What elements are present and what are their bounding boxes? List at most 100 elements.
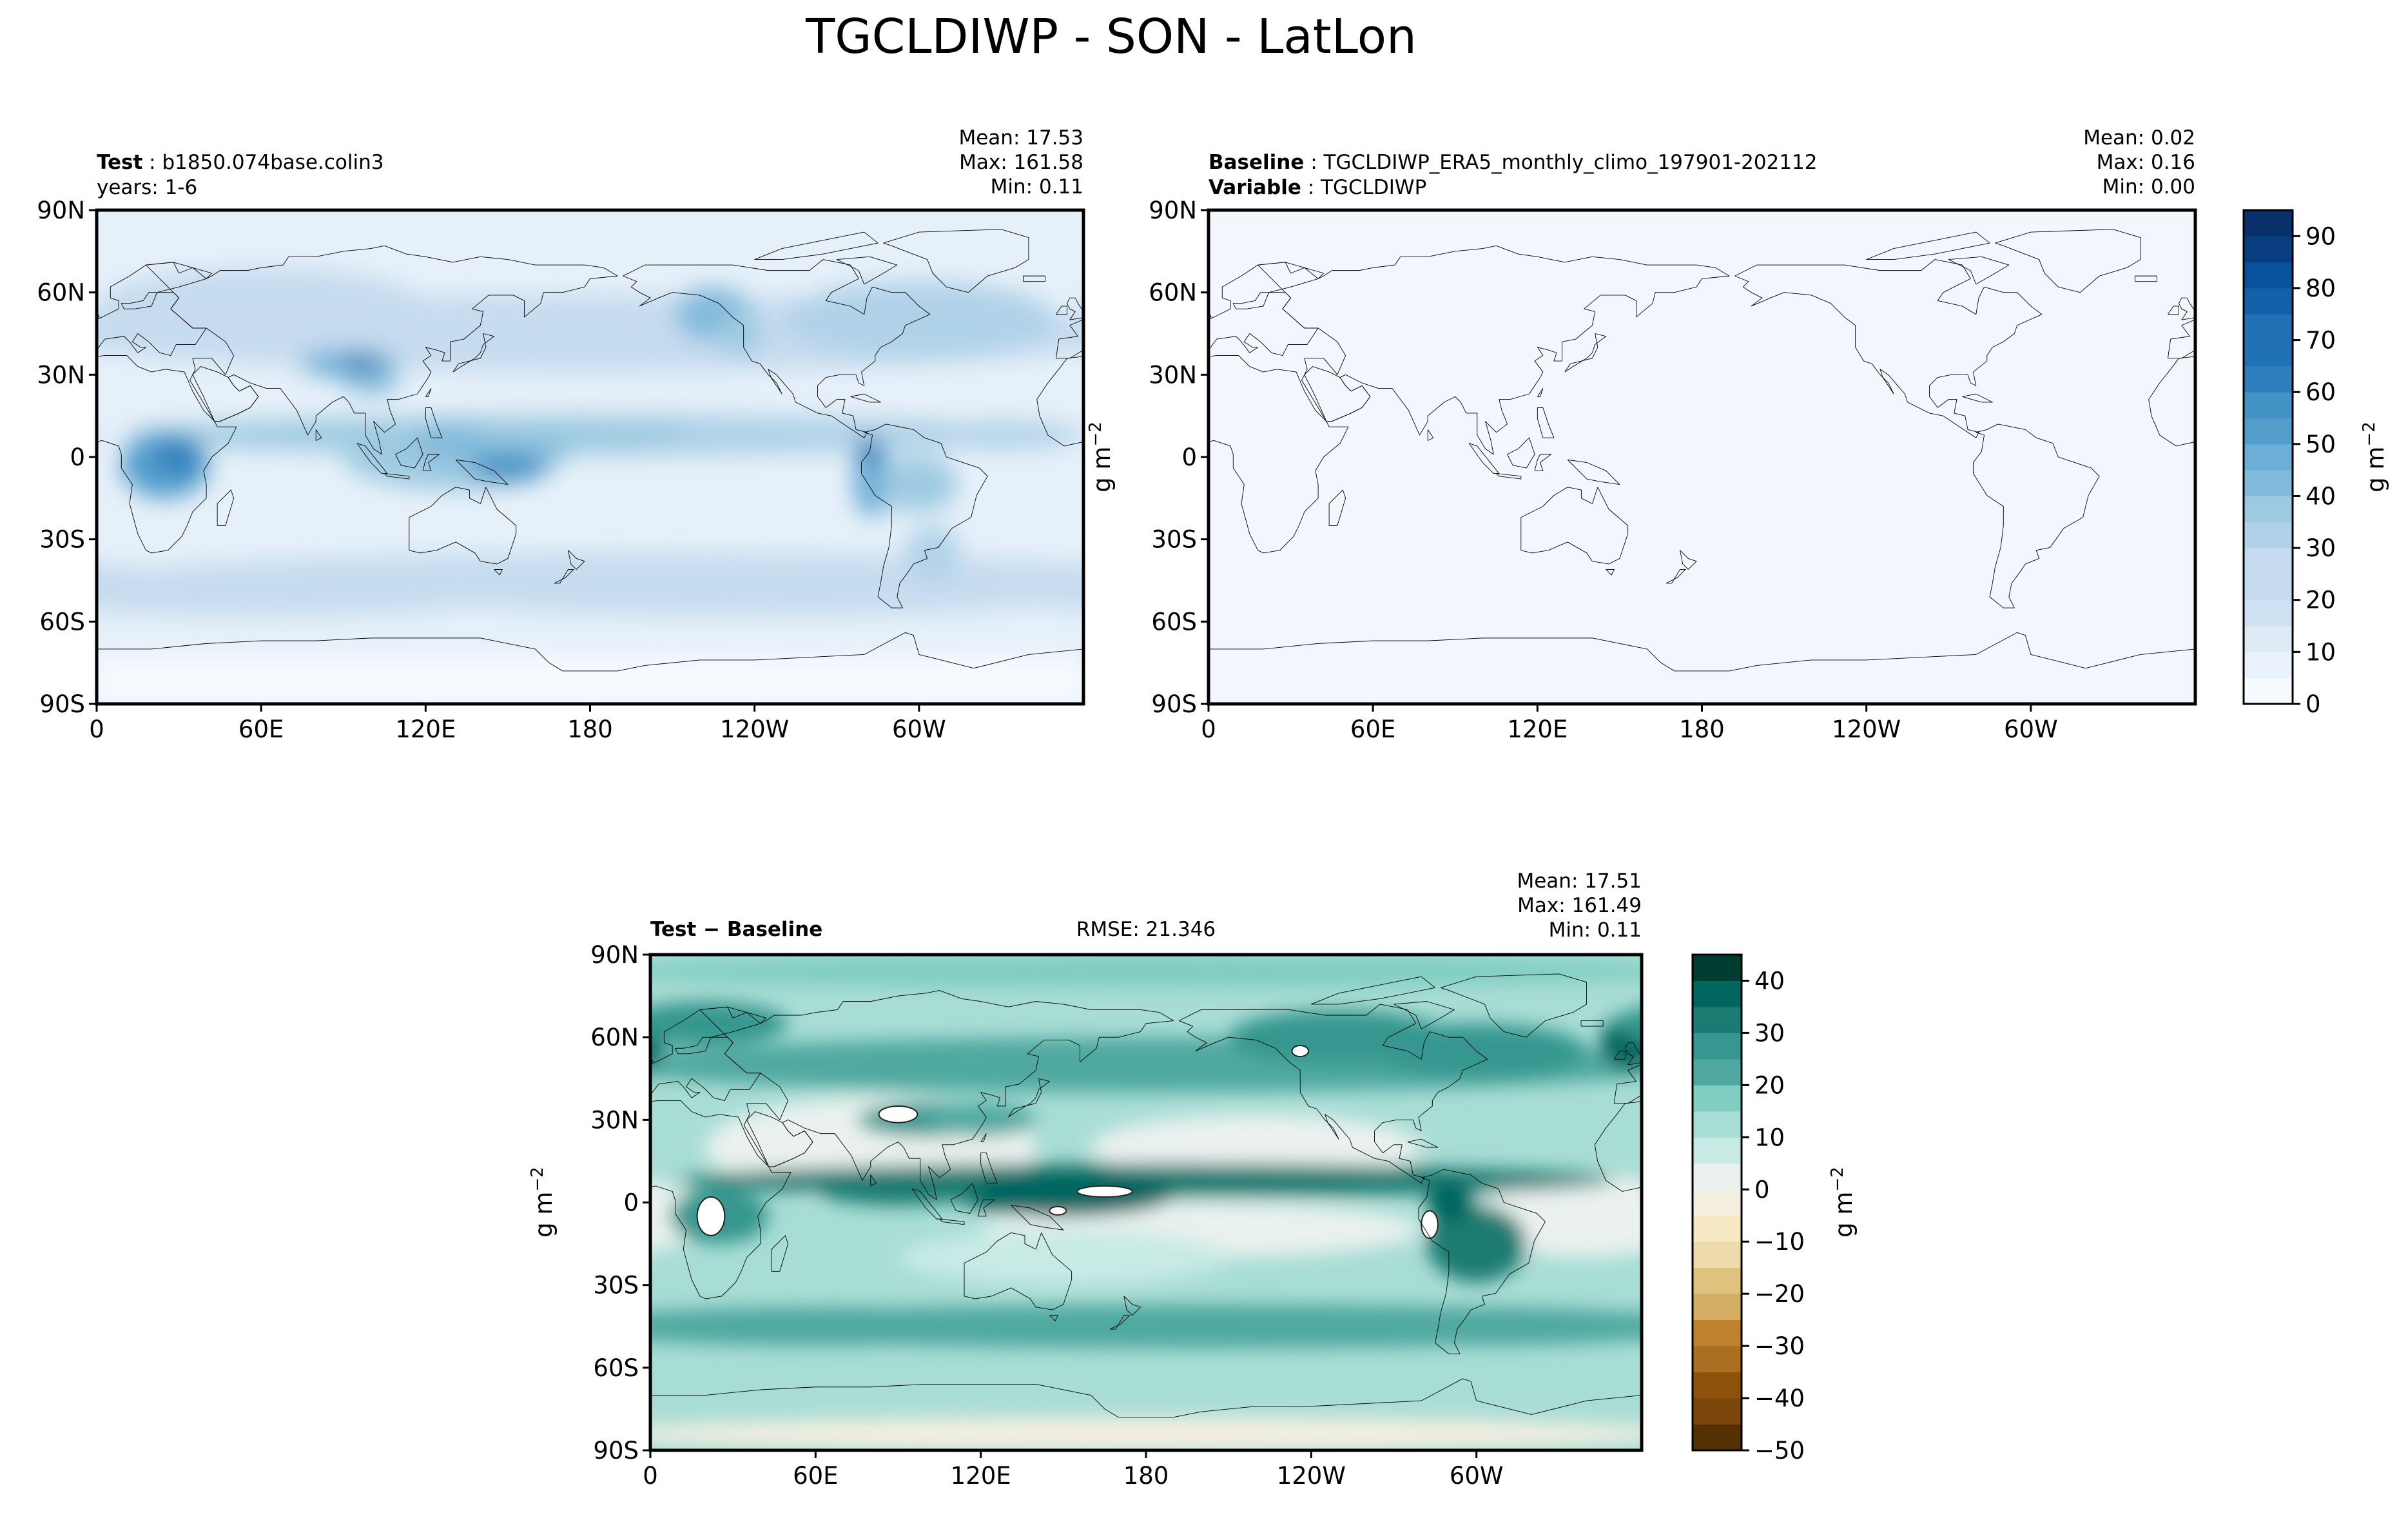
brbg-colorbar-frame bbox=[1691, 953, 1743, 1452]
x-tick-label: 0 bbox=[643, 1462, 658, 1490]
coastline-greenland bbox=[449, 974, 595, 1037]
coastline-cuba bbox=[1408, 1139, 1438, 1147]
coastline-nz1 bbox=[568, 550, 585, 570]
field-patch bbox=[2358, 1024, 2408, 1078]
coastline-japan bbox=[453, 334, 494, 373]
y-tick-label: 30N bbox=[37, 361, 85, 389]
coastline-sulawesi bbox=[978, 1200, 995, 1216]
coastline-namerica bbox=[188, 1004, 496, 1183]
field-patch bbox=[905, 525, 960, 581]
colorbar-tick-label: 10 bbox=[1754, 1124, 1785, 1151]
coastline-japan bbox=[1008, 1078, 1049, 1117]
colorbar-swatch bbox=[2244, 443, 2293, 471]
y-tick-label: 90S bbox=[1151, 690, 1197, 718]
field-patch bbox=[1669, 1164, 2408, 1197]
colorbar-tick-label: −30 bbox=[1754, 1332, 1805, 1360]
coastline-namerica bbox=[1179, 1004, 1487, 1183]
test-axis-ticks: 0 60E 120E 180 120W 60W 90N 60N 30N 0 30S 60S 90S bbox=[37, 197, 946, 743]
test-max: Max: 161.58 bbox=[959, 151, 1083, 174]
test-min: Min: 0.11 bbox=[991, 175, 1083, 199]
colorbar-tick-label: 30 bbox=[1754, 1019, 1785, 1047]
x-tick-label: 60W bbox=[2004, 715, 2058, 743]
field-patch bbox=[898, 1230, 1229, 1285]
field-patch bbox=[1917, 1104, 2027, 1136]
y-tick-label: 60N bbox=[1149, 279, 1197, 307]
y-tick-label: 30S bbox=[39, 526, 85, 554]
colorbar-tick-label: 10 bbox=[2306, 638, 2336, 666]
coastline-newguinea bbox=[2003, 1205, 2055, 1230]
colorbar-swatch bbox=[2244, 470, 2293, 496]
coastline-cuba bbox=[851, 394, 881, 402]
field-patch bbox=[650, 955, 1642, 988]
coastline-asia bbox=[0, 991, 182, 1200]
coastline-tasmania bbox=[1049, 1316, 1058, 1321]
coastline-madagascar bbox=[1329, 490, 1346, 525]
coastline-antarctica bbox=[0, 1379, 650, 1450]
field-patch bbox=[0, 1307, 72, 1346]
coastline-srilanka bbox=[1862, 1175, 1868, 1186]
colorbar-swatch bbox=[2244, 574, 2293, 601]
baseline-variable-line: Variable : TGCLDIWP bbox=[1209, 176, 1426, 199]
coastline-arabiaGap bbox=[747, 1112, 813, 1167]
coastline-antarctica bbox=[650, 1379, 1642, 1450]
y-tick-label: 90N bbox=[590, 941, 639, 969]
baseline-units-label: g m−2 bbox=[1086, 422, 1116, 492]
test-field bbox=[97, 210, 1083, 704]
field-patch bbox=[1091, 1114, 1422, 1181]
coastline-africa bbox=[50, 356, 237, 553]
field-patch bbox=[1890, 1230, 2220, 1285]
field-patch bbox=[650, 1313, 761, 1340]
colorbar-swatch bbox=[1693, 1085, 1742, 1112]
coastline-baffin bbox=[403, 1002, 463, 1029]
coastline-java bbox=[385, 474, 409, 480]
colorbar-tick-label: −10 bbox=[1754, 1228, 1805, 1256]
coastline-taiwan bbox=[425, 389, 431, 397]
baseline-min: Min: 0.00 bbox=[2102, 175, 2195, 199]
colorbar-tick-label: 0 bbox=[1754, 1176, 1770, 1203]
colorbar-tick-label: 40 bbox=[1754, 967, 1785, 995]
coastline-nz2 bbox=[1110, 1316, 1129, 1329]
panel-baseline: Baseline : TGCLDIWP_ERA5_monthly_climo_1… bbox=[1086, 126, 2389, 743]
colorbar-swatch bbox=[2244, 626, 2293, 652]
field-patch bbox=[97, 572, 508, 616]
coastline-cuba bbox=[416, 1139, 447, 1147]
colorbar-tick-label: −50 bbox=[1754, 1437, 1805, 1464]
coastline-greenland bbox=[884, 229, 1029, 293]
y-tick-label: 0 bbox=[70, 443, 85, 471]
field-patch bbox=[926, 1103, 1036, 1136]
field-patch bbox=[782, 281, 1056, 358]
coastline-samerica bbox=[0, 424, 1, 608]
coastline-philippines bbox=[981, 1153, 998, 1183]
coastline-ireland bbox=[1056, 306, 1067, 315]
coastline-arcticIsl bbox=[1867, 232, 1990, 260]
field-patch bbox=[719, 311, 763, 356]
coastline-sulawesi bbox=[0, 1200, 3, 1216]
field-patch bbox=[1228, 1009, 1449, 1065]
coastline-philippines bbox=[1537, 407, 1554, 438]
baseline-max: Max: 0.16 bbox=[2097, 151, 2195, 174]
y-tick-label: 90N bbox=[37, 197, 85, 224]
coastline-sulawesi bbox=[1535, 454, 1551, 471]
coastline-philippines bbox=[0, 1153, 6, 1183]
colorbar-swatch bbox=[1693, 1319, 1742, 1347]
y-tick-label: 30S bbox=[593, 1272, 639, 1299]
field-patch bbox=[97, 268, 426, 345]
field-patch bbox=[0, 1230, 237, 1285]
colorbar-swatch bbox=[2244, 599, 2293, 627]
field-patch bbox=[1848, 1104, 1986, 1136]
brbg-colorbar-label: g m−2 bbox=[1828, 1167, 1858, 1238]
coastline-arcticIsl bbox=[1311, 977, 1435, 1004]
colorbar-swatch bbox=[2244, 548, 2293, 574]
coastline-nz2 bbox=[554, 569, 574, 583]
y-tick-label: 30S bbox=[1151, 526, 1197, 554]
x-tick-label: 60E bbox=[1350, 715, 1395, 743]
diff-field bbox=[0, 955, 2408, 1450]
coastline-java bbox=[1931, 1219, 1956, 1225]
colorbar-tick-label: 90 bbox=[2306, 222, 2336, 250]
coastline-cuba bbox=[2399, 1139, 2408, 1147]
coastline-namerica bbox=[1735, 260, 2042, 438]
field-patch bbox=[650, 1307, 1063, 1346]
x-tick-label: 180 bbox=[567, 715, 613, 743]
colorbar-swatch bbox=[1693, 1267, 1742, 1294]
